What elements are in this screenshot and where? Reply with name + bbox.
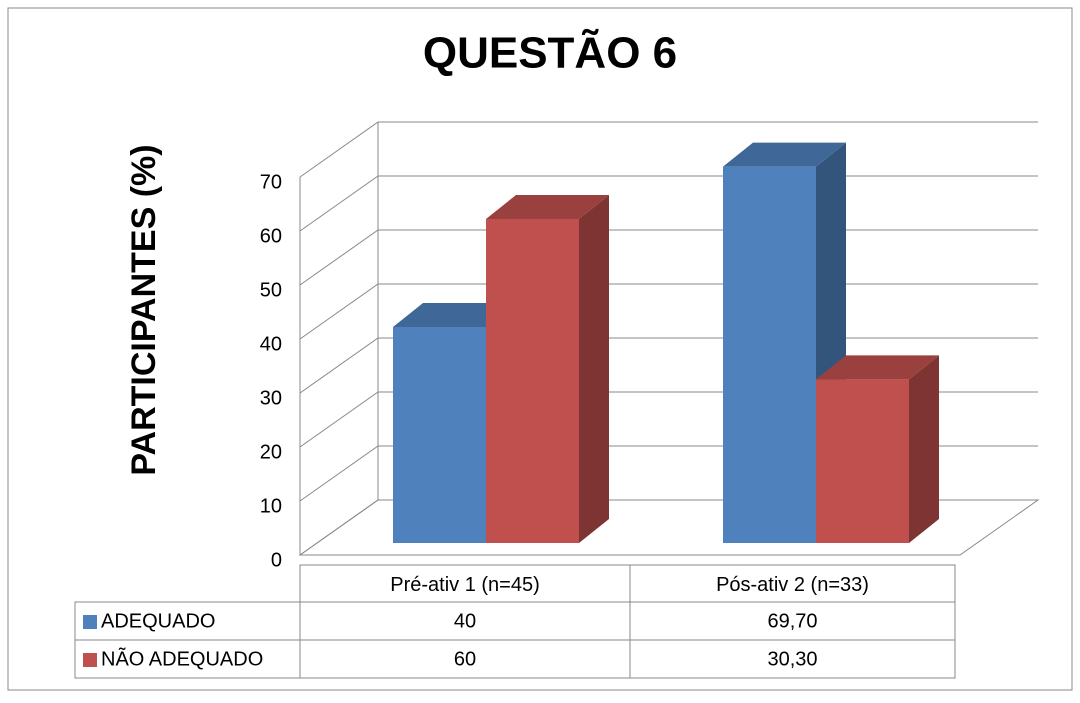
y-tick-label: 60 (260, 225, 282, 247)
bar-top (723, 142, 846, 167)
bar (486, 219, 579, 543)
y-axis-title: PARTICIPANTES (%) (125, 144, 163, 475)
y-tick-label: 70 (260, 171, 282, 193)
legend-swatch (83, 615, 97, 629)
y-tick-label: 50 (260, 279, 282, 301)
chart-title: QUESTÃO 6 (423, 28, 677, 78)
y-tick-label: 40 (260, 333, 282, 355)
table-value: 60 (454, 648, 476, 670)
bar-top (393, 303, 516, 327)
bar-side (909, 355, 939, 543)
bar (393, 327, 486, 543)
y-tick-label: 30 (260, 387, 282, 409)
legend-swatch (83, 653, 97, 667)
legend-label: ADEQUADO (101, 610, 215, 632)
y-tick-label: 20 (260, 441, 282, 463)
table-value: 40 (454, 610, 476, 632)
table-value: 30,30 (767, 648, 817, 670)
bar-top (816, 355, 939, 380)
legend-label: NÃO ADEQUADO (101, 646, 263, 670)
bar (816, 379, 909, 543)
y-tick-label: 10 (260, 495, 282, 517)
table-value: 69,70 (767, 610, 817, 632)
bar-top (486, 195, 609, 219)
grid-line (299, 121, 1038, 178)
bar-side (579, 195, 609, 543)
y-tick-label: 0 (271, 549, 282, 571)
table-header: Pré-ativ 1 (n=45) (390, 574, 540, 596)
table-header: Pós-ativ 2 (n=33) (716, 574, 869, 596)
bar (723, 166, 816, 543)
